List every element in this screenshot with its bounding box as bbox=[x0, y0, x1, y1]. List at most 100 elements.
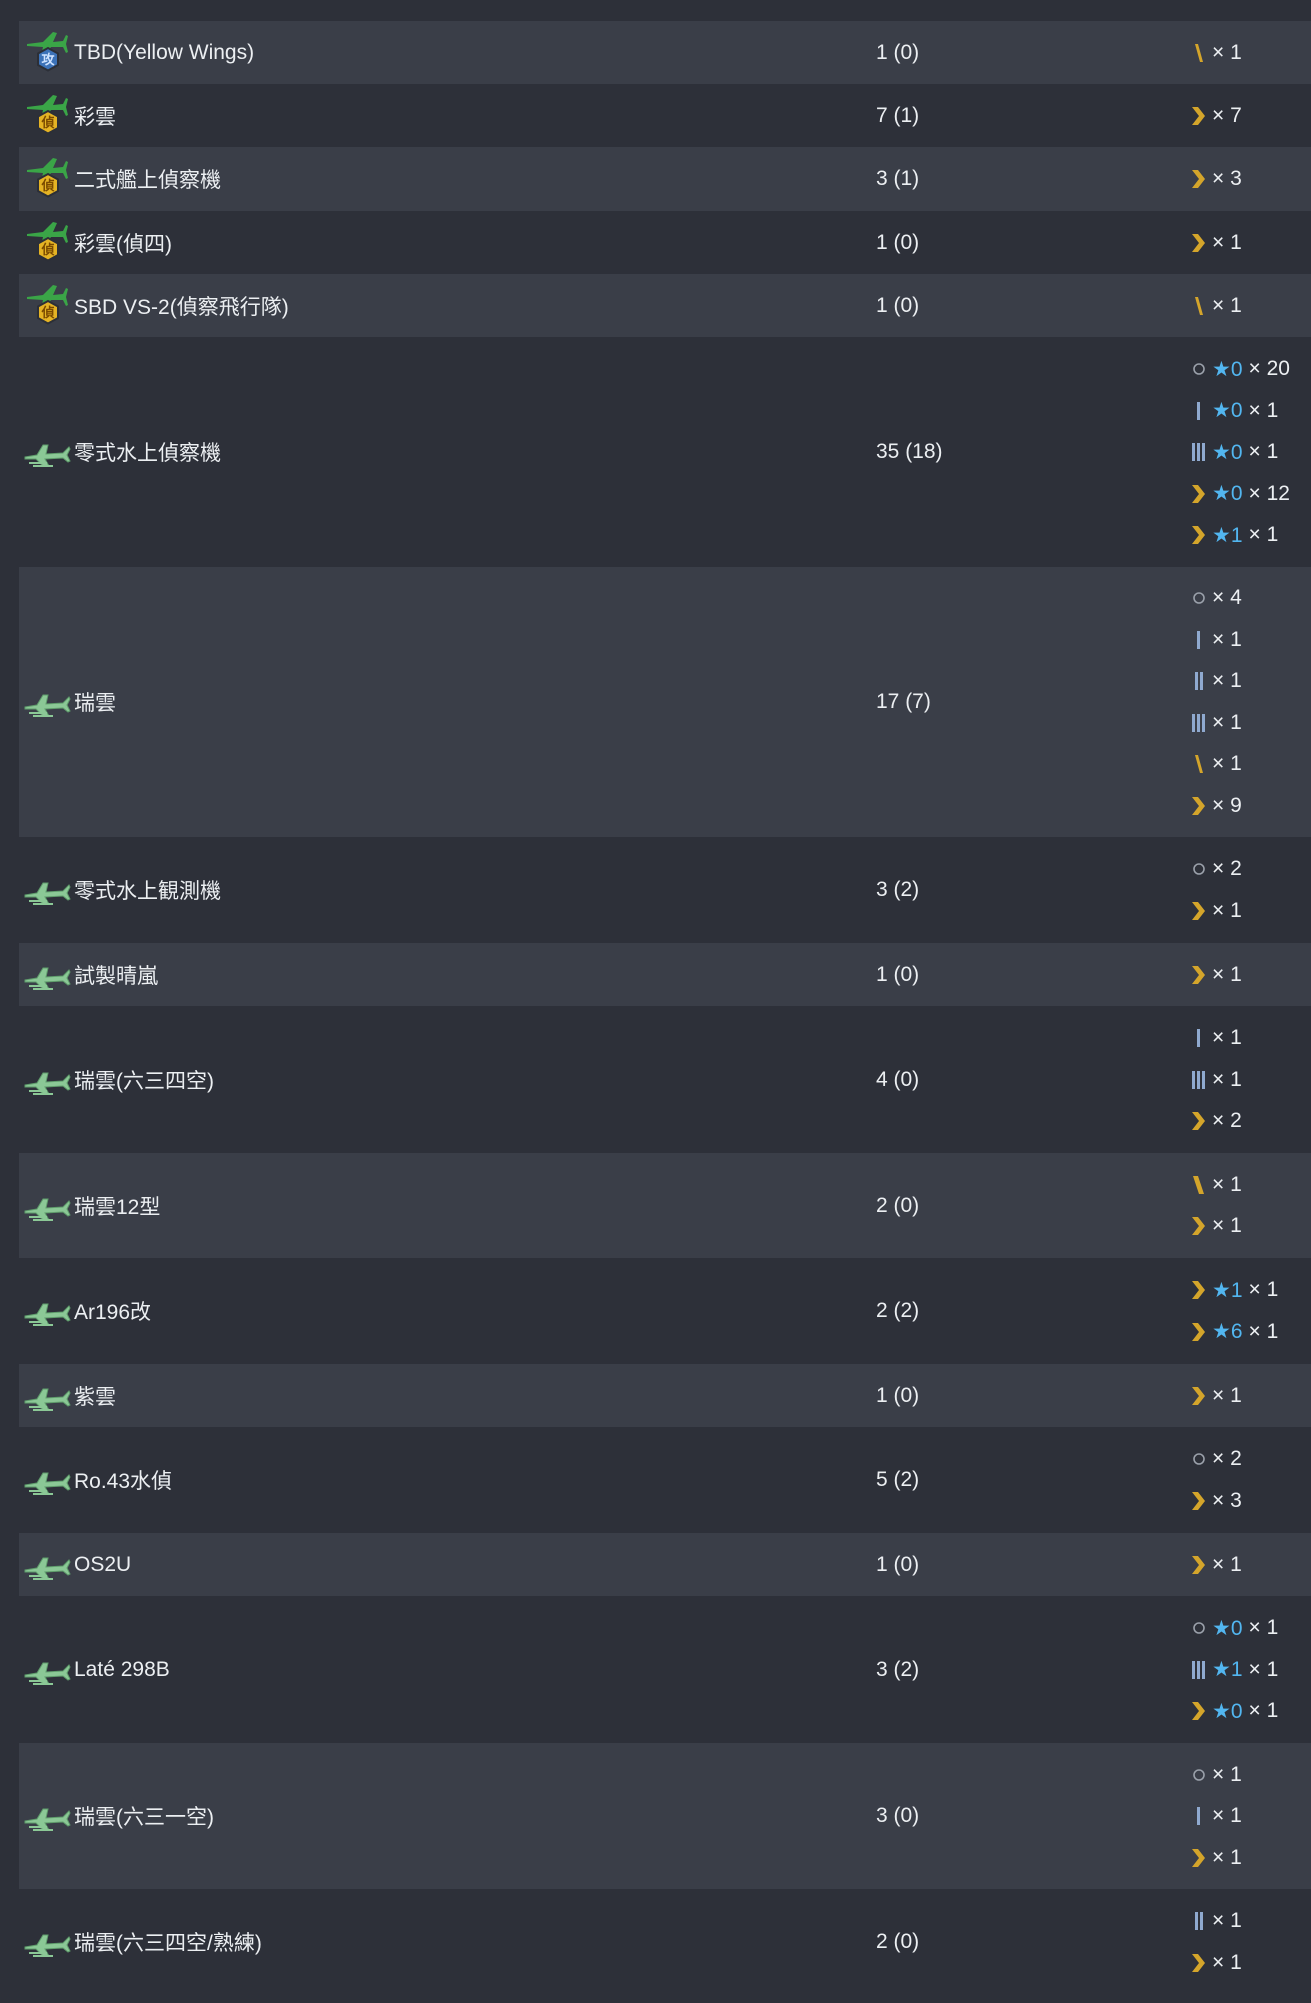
proficiency-quantity: × 1 bbox=[1212, 1214, 1242, 1238]
rank-bar3-icon bbox=[1188, 711, 1209, 735]
torpedo-plane-icon: 攻 bbox=[23, 30, 73, 76]
proficiency-entry: × 1 bbox=[1188, 619, 1311, 661]
equipment-count: 1 (0) bbox=[876, 40, 920, 64]
improvement-star: ★6 bbox=[1212, 1320, 1243, 1344]
rank-none-icon bbox=[1188, 586, 1209, 610]
proficiency-list: × 1 × 1 bbox=[1188, 1164, 1311, 1247]
proficiency-entry: × 2 bbox=[1188, 849, 1311, 891]
proficiency-list: ★0 × 20 ★0 × 1 ★0 × 1 ★0 × 12 ★1 × 1 bbox=[1188, 348, 1311, 556]
proficiency-quantity: × 1 bbox=[1212, 669, 1242, 693]
equipment-count: 3 (2) bbox=[876, 1657, 920, 1681]
equipment-name: 瑞雲 bbox=[74, 692, 116, 715]
svg-text:偵: 偵 bbox=[40, 242, 54, 258]
equipment-table: 攻 TBD(Yellow Wings) 1 (0) × 1 偵 彩雲 7 (1) × 7 偵… bbox=[0, 21, 1311, 1995]
improvement-star: ★0 bbox=[1212, 357, 1243, 381]
proficiency-entry: × 1 bbox=[1188, 1059, 1311, 1101]
proficiency-entry: × 1 bbox=[1188, 1206, 1311, 1248]
rank-chevron-gold-icon bbox=[1188, 794, 1209, 818]
equipment-count: 1 (0) bbox=[876, 962, 920, 986]
rank-slash2-gold-icon bbox=[1188, 1173, 1209, 1197]
proficiency-entry: ★0 × 1 bbox=[1188, 1690, 1311, 1732]
improvement-star: ★0 bbox=[1212, 482, 1243, 505]
proficiency-list: × 1 bbox=[1188, 954, 1311, 996]
recon-plane-icon: 偵 bbox=[23, 283, 73, 329]
improvement-star: ★1 bbox=[1212, 523, 1243, 547]
proficiency-entry: ★0 × 20 bbox=[1188, 348, 1311, 390]
proficiency-list: ★0 × 1 ★1 × 1 ★0 × 1 bbox=[1188, 1607, 1311, 1732]
rank-chevron-gold-icon bbox=[1188, 963, 1209, 987]
equipment-name-cell: 偵 SBD VS-2(偵察飛行隊) bbox=[19, 274, 876, 337]
seaplane-icon bbox=[23, 679, 73, 725]
equipment-name: 零式水上観測機 bbox=[74, 880, 221, 903]
proficiency-quantity: × 1 bbox=[1212, 293, 1242, 317]
proficiency-entry: ★0 × 1 bbox=[1188, 431, 1311, 473]
rank-none-icon bbox=[1188, 1616, 1209, 1640]
proficiency-quantity: × 2 bbox=[1212, 857, 1242, 881]
equipment-count: 1 (0) bbox=[876, 1552, 920, 1576]
table-row: 瑞雲 17 (7) × 4 × 1 × 1 × 1 × 1 × 9 bbox=[19, 567, 1311, 837]
proficiency-list: ★1 × 1 ★6 × 1 bbox=[1188, 1270, 1311, 1353]
proficiency-quantity: × 3 bbox=[1212, 167, 1242, 190]
proficiency-quantity: × 2 bbox=[1212, 1447, 1242, 1471]
top-strip bbox=[0, 0, 1311, 21]
rank-chevron-gold-icon bbox=[1188, 1384, 1209, 1408]
proficiency-entry: × 1 bbox=[1188, 222, 1311, 264]
equipment-name: 紫雲 bbox=[74, 1385, 116, 1409]
table-row: Ar196改 2 (2) ★1 × 1 ★6 × 1 bbox=[19, 1258, 1311, 1364]
equipment-name-cell: 偵 彩雲 bbox=[19, 84, 876, 147]
seaplane-icon bbox=[23, 1647, 73, 1693]
proficiency-entry: ★6 × 1 bbox=[1188, 1311, 1311, 1353]
rank-bar1-icon bbox=[1188, 1026, 1209, 1050]
equipment-count: 3 (2) bbox=[876, 878, 920, 901]
equipment-name: Ar196改 bbox=[74, 1301, 152, 1324]
rank-none-icon bbox=[1188, 1447, 1209, 1471]
equipment-count: 3 (0) bbox=[876, 1804, 920, 1827]
equipment-name: 彩雲(偵四) bbox=[74, 232, 172, 256]
proficiency-entry: ★1 × 1 bbox=[1188, 514, 1311, 556]
proficiency-quantity: × 1 bbox=[1212, 627, 1242, 651]
table-row: OS2U 1 (0) × 1 bbox=[19, 1533, 1311, 1596]
rank-chevron-gold-icon bbox=[1188, 167, 1209, 191]
equipment-name: 試製晴嵐 bbox=[74, 964, 158, 988]
seaplane-icon bbox=[23, 1919, 73, 1965]
table-row: 瑞雲(六三四空/熟練) 2 (0) × 1 × 1 bbox=[19, 1889, 1311, 1995]
proficiency-quantity: × 1 bbox=[1212, 230, 1242, 254]
proficiency-entry: × 1 bbox=[1188, 954, 1311, 996]
rank-chevron-gold-icon bbox=[1188, 523, 1209, 547]
equipment-count: 35 (18) bbox=[876, 440, 943, 463]
equipment-name: Ro.43水偵 bbox=[74, 1470, 173, 1493]
improvement-star: ★0 bbox=[1212, 1616, 1243, 1640]
equipment-count: 7 (1) bbox=[876, 103, 920, 127]
equipment-name-cell: 零式水上観測機 bbox=[19, 837, 876, 943]
rank-chevron-gold-icon bbox=[1188, 482, 1209, 506]
table-row: 瑞雲(六三一空) 3 (0) × 1 × 1 × 1 bbox=[19, 1743, 1311, 1889]
rank-bar2-icon bbox=[1188, 1909, 1209, 1933]
recon-plane-icon: 偵 bbox=[23, 93, 73, 139]
equipment-count: 2 (0) bbox=[876, 1930, 920, 1953]
rank-bar3-icon bbox=[1188, 440, 1209, 464]
equipment-name: 瑞雲(六三四空) bbox=[74, 1069, 214, 1093]
proficiency-quantity: × 1 bbox=[1248, 1657, 1279, 1681]
equipment-name-cell: Ro.43水偵 bbox=[19, 1427, 876, 1533]
rank-chevron-gold-icon bbox=[1188, 1846, 1209, 1870]
proficiency-quantity: × 12 bbox=[1248, 481, 1290, 505]
proficiency-entry: × 4 bbox=[1188, 578, 1311, 620]
proficiency-entry: × 1 bbox=[1188, 1375, 1311, 1417]
proficiency-quantity: × 1 bbox=[1248, 1319, 1279, 1343]
table-row: 偵 二式艦上偵察機 3 (1) × 3 bbox=[19, 147, 1311, 211]
rank-chevron-gold-icon bbox=[1188, 899, 1209, 923]
improvement-star: ★0 bbox=[1212, 440, 1243, 464]
rank-none-icon bbox=[1188, 857, 1209, 881]
proficiency-quantity: × 1 bbox=[1212, 1950, 1242, 1974]
equipment-name: 瑞雲(六三一空) bbox=[74, 1806, 214, 1829]
proficiency-entry: × 1 bbox=[1188, 702, 1311, 744]
equipment-name-cell: 瑞雲(六三四空/熟練) bbox=[19, 1889, 876, 1995]
recon-plane-icon: 偵 bbox=[23, 220, 73, 266]
equipment-name-cell: 瑞雲12型 bbox=[19, 1153, 876, 1258]
table-row: 瑞雲(六三四空) 4 (0) × 1 × 1 × 2 bbox=[19, 1006, 1311, 1153]
proficiency-entry: × 2 bbox=[1188, 1439, 1311, 1481]
proficiency-entry: × 1 bbox=[1188, 1544, 1311, 1586]
equipment-name: TBD(Yellow Wings) bbox=[74, 40, 255, 64]
equipment-name-cell: 紫雲 bbox=[19, 1364, 876, 1427]
equipment-name-cell: Ar196改 bbox=[19, 1258, 876, 1364]
